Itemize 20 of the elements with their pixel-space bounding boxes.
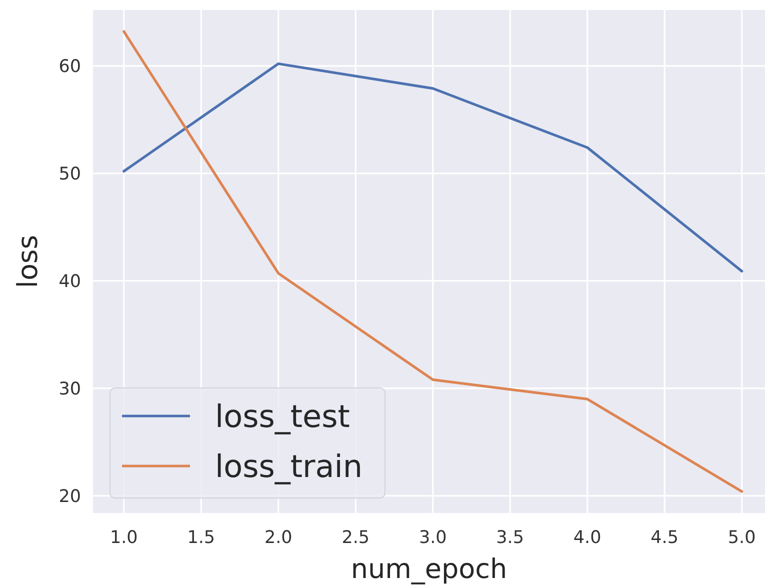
x-tick-label: 2.0: [264, 528, 292, 548]
x-tick-label: 3.0: [418, 528, 447, 548]
y-tick-label: 30: [58, 379, 81, 400]
legend-label: loss_test: [215, 398, 350, 435]
x-tick-label: 4.0: [573, 528, 602, 548]
x-axis-title: num_epoch: [350, 554, 508, 585]
line-series: [122, 30, 744, 493]
x-tick-label: 5.0: [728, 528, 756, 548]
x-tick-label: 1.0: [110, 528, 138, 548]
y-tick-label: 60: [58, 57, 81, 78]
x-tick-label: 3.5: [496, 528, 524, 548]
y-tick-label: 50: [58, 164, 81, 184]
line-series: [122, 62, 744, 272]
x-tick-label: 2.5: [342, 528, 370, 548]
legend-label: loss_train: [215, 448, 363, 485]
x-tick-label: 1.5: [187, 528, 216, 548]
x-tick-label: 4.5: [650, 528, 679, 548]
y-axis-title: loss: [12, 234, 44, 288]
y-tick-label: 20: [58, 486, 81, 507]
y-tick-label: 40: [58, 272, 81, 292]
